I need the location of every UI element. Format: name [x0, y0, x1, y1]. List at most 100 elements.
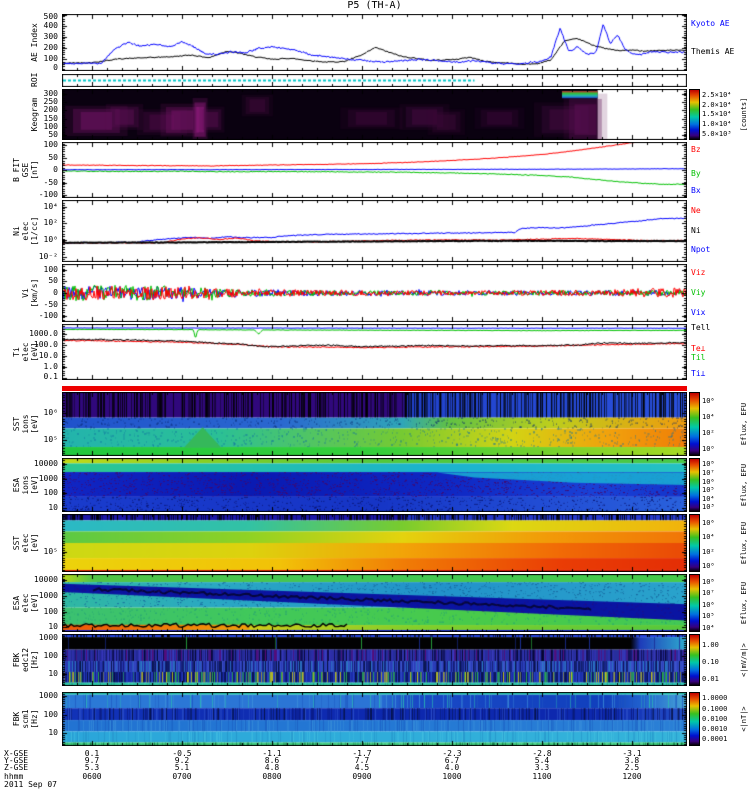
y-tick-label: 100 — [43, 264, 58, 274]
panel-fbk_e: FBK edc12 [Hz] 1000 100 10 1.00 0.10 0.01 <|mV/… — [0, 634, 750, 686]
y-tick-label: 400 — [43, 21, 58, 31]
colorbar-tick-label: 10⁶ — [702, 477, 715, 486]
y-tick-label: 100 — [43, 488, 58, 498]
colorbar-keogram — [689, 89, 700, 140]
panel-t: Ti elec [eV] 1000.0 100.0 10.0 1.0 0.1 Tell Te⊥… — [0, 324, 750, 381]
axis-row-value: 0.1 — [84, 749, 100, 758]
y-tick-label: 250 — [43, 97, 58, 107]
series-label-KyotoAE: Kyoto AE — [691, 19, 730, 29]
colorbar-title-keogram: [counts] — [740, 97, 748, 132]
colorbar-tick-label: 10⁴ — [702, 413, 715, 422]
y-tick-label: 10⁰ — [43, 235, 58, 245]
plot-area-n — [62, 200, 687, 262]
plot-area-flagbar — [62, 386, 687, 391]
colorbar-sst_elec — [689, 514, 700, 572]
axis-row-value: 9.2 — [174, 756, 190, 766]
y-axis-label-sst_elec: SST elec [eV] — [12, 533, 39, 553]
y-tick-label: 10 — [48, 622, 58, 632]
colorbar-fbk_e — [689, 634, 700, 686]
colorbar-tick-label: 2.5×10⁴ — [702, 91, 732, 100]
axis-row-value: 3.8 — [624, 756, 640, 766]
y-tick-label: 10 — [48, 728, 58, 738]
axis-row-value: 1000 — [442, 772, 462, 782]
y-axis-label-roi: ROI — [30, 72, 39, 87]
series-label-Ni: Ni — [691, 226, 701, 235]
axis-row-label-XGSE: X-GSE — [4, 749, 29, 758]
y-tick-label: 0.1 — [43, 372, 58, 381]
y-tick-label: 100 — [43, 53, 58, 63]
axis-row-value: -3.1 — [622, 749, 642, 758]
y-tick-label: 10000 — [33, 575, 58, 585]
plot-area-t — [62, 324, 687, 380]
series-label-Bz: Bz — [691, 144, 701, 154]
axis-row-value: 6.7 — [444, 756, 460, 766]
plot-area-sst_ions — [62, 392, 687, 456]
colorbar-tick-label: 10⁷ — [702, 468, 715, 477]
y-tick-label: 50 — [48, 152, 58, 162]
axis-row-value: -1.1 — [262, 749, 282, 758]
plot-area-esa_ions — [62, 458, 687, 512]
colorbar-tick-label: 10⁷ — [702, 589, 715, 598]
colorbar-title-esa_elec: Eflux, EFU — [740, 581, 748, 625]
y-tick-label: 100 — [43, 606, 58, 616]
y-tick-label: -100 — [38, 311, 58, 321]
y-tick-label: 10² — [43, 218, 58, 228]
colorbar-title-fbk_e: <|mV/m|> — [740, 643, 748, 677]
y-tick-label: 100.0 — [33, 340, 58, 350]
y-tick-label: 100 — [43, 709, 58, 719]
plot-area-esa_elec — [62, 574, 687, 632]
y-tick-label: 10⁶ — [43, 408, 58, 418]
axis-row-value: -1.7 — [352, 749, 372, 758]
colorbar-tick-label: 1.5×10⁴ — [702, 110, 732, 119]
panel-flagbar — [0, 386, 750, 391]
series-label-Ti: Ti⊥ — [691, 369, 706, 379]
colorbar-tick-label: 10⁴ — [702, 533, 715, 542]
axis-row-label-YGSE: Y-GSE — [4, 756, 29, 766]
y-tick-label: -100 — [38, 190, 58, 199]
colorbar-tick-label: 1.00 — [702, 640, 719, 649]
y-tick-label: 10⁴ — [43, 201, 58, 211]
series-label-Vix: Vix — [691, 307, 706, 317]
series-label-Viz: Viz — [691, 268, 706, 278]
panel-esa_ions: ESA ions [eV] 10000 1000 100 10 10⁸ 10⁷ 10⁶ 10⁵ 1… — [0, 458, 750, 512]
axis-row-value: 5.1 — [174, 763, 190, 773]
plot-area-sst_elec — [62, 514, 687, 572]
colorbar-sst_ions — [689, 392, 700, 456]
colorbar-tick-label: 1.0000 — [702, 694, 728, 703]
colorbar-tick-label: 0.0010 — [702, 725, 728, 734]
colorbar-tick-label: 10⁸ — [702, 460, 715, 469]
plot-area-fbk_e — [62, 634, 687, 686]
colorbar-tick-label: 5.0×10³ — [702, 129, 732, 138]
panel-fbk_b: FBK scm1 [Hz] 1000 100 10 1.0000 0.1000 0.0100… — [0, 692, 750, 746]
y-axis-label-sst_ions: SST ions [eV] — [12, 414, 39, 434]
axis-row-value: 4.5 — [354, 763, 370, 773]
colorbar-tick-label: 10³ — [702, 503, 715, 512]
y-tick-label: 1000 — [38, 633, 58, 643]
y-tick-label: 300 — [43, 89, 58, 99]
y-tick-label: 10000 — [33, 458, 58, 468]
panel-keogram: Keogram 300 250 200 150 100 50 2.5×10⁴ 2.0×10⁴ 1.… — [0, 89, 750, 140]
plot-area-keogram — [62, 89, 687, 140]
y-tick-label: 1.0 — [43, 362, 58, 372]
axis-row-value: 0900 — [352, 772, 372, 782]
colorbar-tick-label: 10⁸ — [702, 577, 715, 586]
y-tick-label: -50 — [43, 177, 58, 187]
colorbar-tick-label: 2.0×10⁴ — [702, 100, 732, 109]
y-tick-label: 200 — [43, 42, 58, 52]
colorbar-tick-label: 10⁰ — [702, 445, 715, 454]
colorbar-tick-label: 10⁶ — [702, 518, 715, 527]
axis-row-value: 5.3 — [84, 763, 100, 773]
colorbar-tick-label: 0.0100 — [702, 714, 728, 723]
axis-row-value: 5.4 — [534, 756, 550, 766]
y-tick-label: 300 — [43, 32, 58, 42]
axis-row-value: -0.5 — [172, 749, 192, 758]
series-label-Viy: Viy — [691, 288, 706, 297]
y-tick-label: 1000 — [38, 691, 58, 701]
axis-row-value: -2.8 — [532, 749, 552, 758]
y-tick-label: -50 — [43, 299, 58, 309]
panel-v: Vi [km/s] 100 50 0 -50 -100 Viz Viy Vix — [0, 264, 750, 322]
plot-area-roi — [62, 74, 687, 87]
axis-row-value: 0800 — [262, 772, 282, 782]
y-tick-label: 0 — [53, 165, 58, 174]
